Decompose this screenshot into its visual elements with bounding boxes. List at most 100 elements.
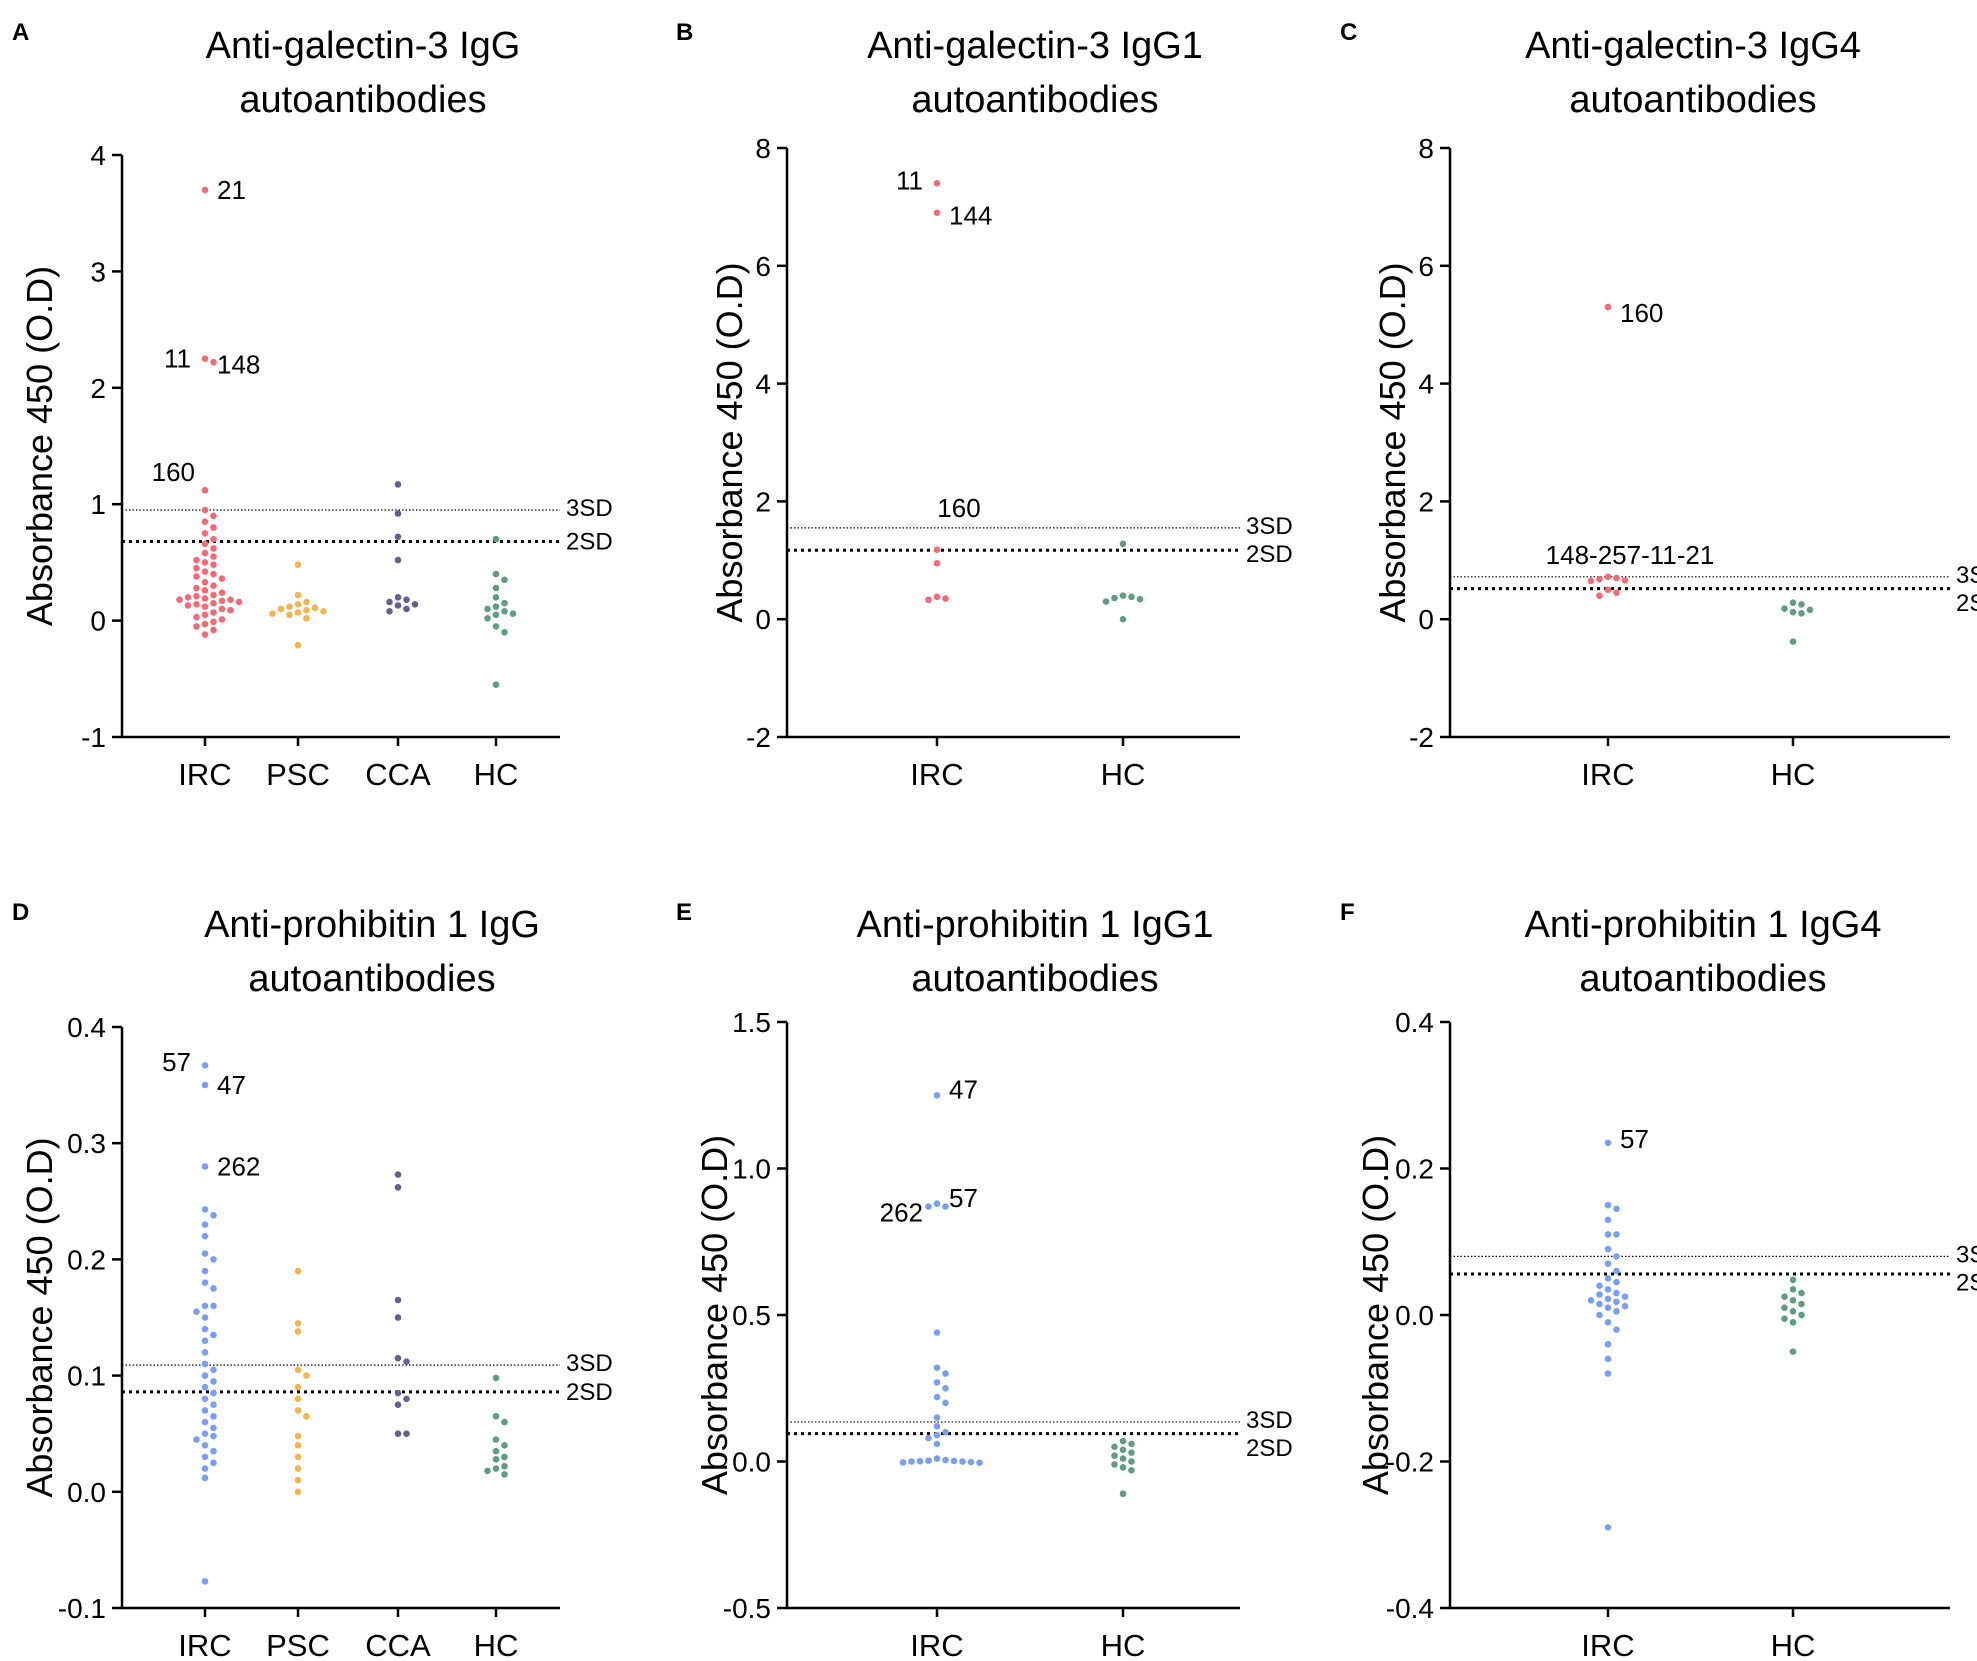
- data-point-irc: [1613, 1326, 1620, 1333]
- data-point-irc: [1613, 1278, 1620, 1286]
- data-point-irc: [210, 1432, 217, 1440]
- point-annotation: 11: [896, 165, 923, 195]
- data-point-irc: [193, 613, 200, 621]
- data-point-hc: [1119, 1490, 1127, 1498]
- data-point-irc: [201, 1360, 209, 1368]
- data-point-irc: [1604, 1245, 1612, 1253]
- data-point-irc: [201, 578, 209, 586]
- data-point-irc: [925, 1457, 932, 1464]
- data-point-irc: [210, 512, 217, 520]
- data-point-irc: [1604, 1355, 1612, 1363]
- data-point-irc: [1596, 1282, 1603, 1289]
- data-point-hc: [1789, 1348, 1797, 1355]
- data-point-hc: [492, 603, 500, 610]
- x-tick-label-irc: IRC: [1581, 1628, 1634, 1661]
- data-point-irc: [201, 1279, 209, 1286]
- data-point-hc: [492, 594, 500, 601]
- data-point-irc: [933, 1455, 941, 1462]
- data-point-irc: [1604, 573, 1612, 581]
- data-point-irc: [933, 593, 941, 601]
- data-point-irc: [235, 598, 243, 606]
- panel-letter: C: [1340, 19, 1357, 46]
- x-tick-label-hc: HC: [1101, 1628, 1146, 1661]
- data-point-irc: [210, 561, 217, 569]
- data-point-hc: [1781, 605, 1788, 612]
- data-point-psc: [294, 1453, 302, 1461]
- data-point-irc: [942, 1370, 949, 1377]
- data-point-irc: [201, 611, 209, 619]
- x-tick-label-cca: CCA: [365, 1628, 431, 1661]
- panel-letter: D: [12, 899, 29, 926]
- y-tick-label: 0: [1418, 604, 1434, 635]
- data-point-irc: [1613, 1267, 1620, 1275]
- data-point-psc: [311, 604, 319, 612]
- data-point-irc: [1596, 592, 1603, 599]
- data-point-psc: [294, 591, 302, 599]
- data-point-irc: [201, 1372, 209, 1379]
- data-point-irc: [1596, 575, 1603, 583]
- data-point-irc: [925, 1434, 932, 1442]
- data-point-irc: [1604, 303, 1612, 311]
- data-point-irc: [210, 545, 217, 552]
- data-point-irc: [210, 1412, 217, 1420]
- data-point-cca: [394, 602, 402, 609]
- data-point-irc: [201, 587, 209, 594]
- y-tick-label: 2: [1418, 486, 1434, 517]
- y-tick-label: 8: [1418, 133, 1434, 164]
- y-tick-label: 1.0: [732, 1154, 771, 1185]
- point-annotation: 160: [1620, 298, 1663, 328]
- data-point-cca: [403, 1358, 410, 1365]
- data-point-irc: [210, 535, 217, 543]
- data-point-psc: [286, 603, 293, 610]
- data-point-hc: [1128, 1466, 1135, 1474]
- panel-letter: B: [676, 19, 693, 46]
- data-point-irc: [976, 1459, 983, 1466]
- data-point-irc: [933, 1423, 941, 1430]
- threshold-2sd-label: 2SD: [1246, 1435, 1293, 1462]
- chart-title-line-1: Anti-galectin-3 IgG: [206, 25, 521, 67]
- data-point-irc: [210, 1285, 217, 1292]
- data-point-irc: [201, 540, 209, 548]
- x-tick-label-hc: HC: [1771, 1628, 1816, 1661]
- data-point-hc: [1128, 1458, 1135, 1465]
- data-point-hc: [492, 1465, 500, 1472]
- x-tick-label-hc: HC: [1101, 757, 1146, 792]
- data-point-irc: [933, 1091, 941, 1099]
- y-tick-label: 0.2: [67, 1244, 106, 1275]
- data-point-irc: [210, 1211, 217, 1219]
- data-point-cca: [394, 533, 402, 541]
- data-point-irc: [210, 1389, 217, 1397]
- data-point-cca: [394, 1171, 402, 1178]
- point-annotation: 148: [217, 350, 260, 380]
- data-point-irc: [210, 1459, 217, 1467]
- data-point-irc: [1604, 1370, 1612, 1377]
- data-point-psc: [294, 1488, 302, 1496]
- data-point-psc: [294, 1328, 302, 1335]
- data-point-psc: [277, 605, 285, 613]
- data-point-irc: [184, 594, 192, 601]
- chart-title-line-1: Anti-prohibitin 1 IgG: [204, 904, 540, 946]
- data-point-irc: [201, 1407, 209, 1414]
- data-point-hc: [1119, 1437, 1127, 1445]
- threshold-2sd-label: 2SD: [1956, 1269, 1977, 1296]
- data-point-irc: [1604, 1139, 1612, 1147]
- data-point-irc: [201, 1302, 209, 1310]
- data-point-hc: [1789, 1308, 1797, 1315]
- chart-title-line-2: autoantibodies: [239, 79, 486, 121]
- data-point-irc: [916, 1457, 924, 1465]
- data-point-cca: [394, 1430, 402, 1437]
- y-tick-label: -0.1: [58, 1593, 106, 1624]
- point-annotation: 47: [217, 1070, 246, 1100]
- data-point-psc: [294, 609, 302, 616]
- data-point-irc: [210, 524, 217, 531]
- data-point-irc: [201, 1221, 209, 1228]
- data-point-hc: [1136, 595, 1144, 603]
- data-point-hc: [1111, 594, 1118, 602]
- data-point-irc: [1604, 1304, 1612, 1311]
- data-point-hc: [1781, 1293, 1788, 1300]
- y-tick-label: 4: [1418, 369, 1434, 400]
- data-point-irc: [201, 1474, 209, 1482]
- data-point-irc: [933, 1393, 941, 1401]
- data-point-cca: [394, 1389, 402, 1397]
